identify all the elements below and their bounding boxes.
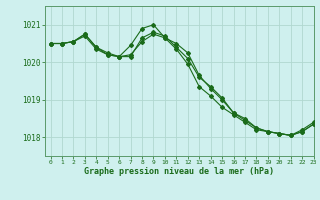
X-axis label: Graphe pression niveau de la mer (hPa): Graphe pression niveau de la mer (hPa) bbox=[84, 167, 274, 176]
